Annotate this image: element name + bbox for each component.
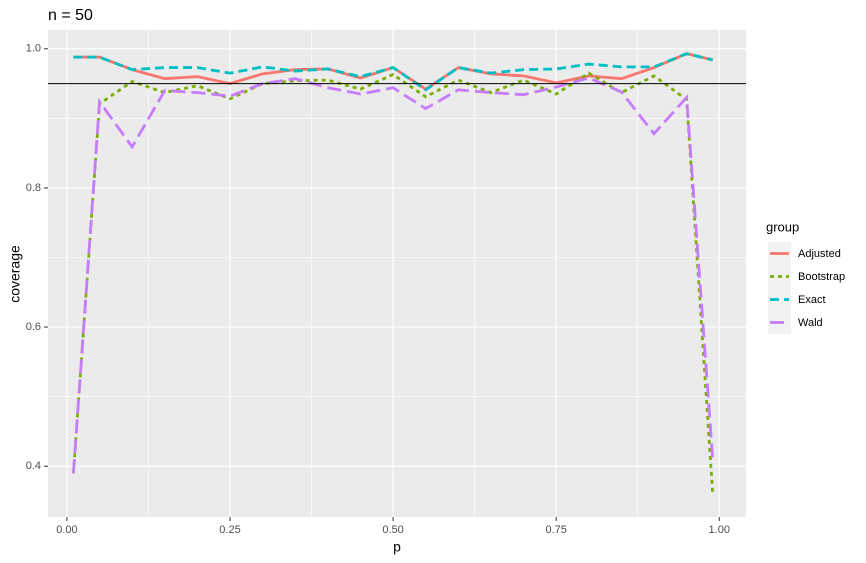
y-tick-label: 0.6 [26, 321, 41, 333]
legend-key [768, 288, 791, 311]
x-axis-label: p [393, 539, 401, 555]
x-tick-label: 0.50 [382, 524, 403, 536]
series-line [72, 71, 715, 495]
chart-title: n = 50 [48, 7, 93, 24]
legend-label: Bootstrap [798, 271, 845, 283]
series-line [73, 52, 714, 92]
plot-panel [48, 30, 746, 517]
x-tick-label: 1.00 [709, 524, 730, 536]
legend-label: Adjusted [798, 248, 841, 260]
series-line [72, 76, 715, 474]
y-axis-label: coverage [7, 245, 23, 303]
x-tick-label: 0.00 [56, 524, 77, 536]
legend-label: Exact [798, 294, 826, 306]
legend-label: Wald [798, 317, 823, 329]
y-tick-label: 0.4 [26, 460, 41, 472]
x-tick-label: 0.75 [545, 524, 566, 536]
legend-title: group [766, 219, 799, 234]
y-tick-label: 0.8 [26, 182, 41, 194]
y-tick-label: 1.0 [26, 43, 41, 55]
x-tick-label: 0.25 [219, 524, 240, 536]
